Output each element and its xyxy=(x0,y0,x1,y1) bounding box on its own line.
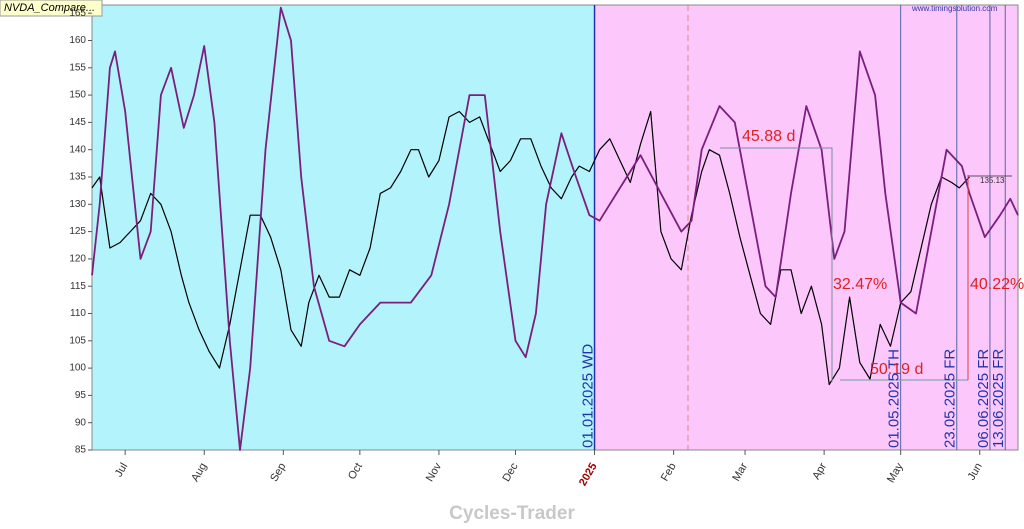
tag-box xyxy=(0,0,103,17)
y-tick-label: 150 xyxy=(69,90,86,101)
annotation: 40.22% xyxy=(970,276,1024,293)
y-tick-label: 160 xyxy=(69,35,86,46)
y-tick-label: 110 xyxy=(70,308,86,319)
annotation: 135.13 xyxy=(980,176,1005,185)
plot-frame xyxy=(91,4,1019,451)
y-tick-label: 135 xyxy=(69,172,86,183)
measure-box xyxy=(720,147,833,382)
y-tick-label: 140 xyxy=(69,144,86,155)
vertical-line-label: 01.01.2025 WD xyxy=(580,344,597,448)
y-tick-label: 165 xyxy=(69,8,86,19)
y-tick-label: 155 xyxy=(69,62,86,73)
series-line xyxy=(91,6,1019,451)
plot-area xyxy=(91,4,1019,451)
series-line xyxy=(91,110,970,386)
y-tick-label: 100 xyxy=(69,363,86,374)
y-tick-label: 115 xyxy=(70,281,86,292)
region xyxy=(594,5,1018,450)
vertical-line-label: 13.06.2025 FR xyxy=(990,349,1007,448)
vertical-line-label: 06.06.2025 FR xyxy=(975,349,992,448)
y-tick-label: 95 xyxy=(75,390,87,401)
vertical-line-label: 23.05.2025 FR xyxy=(942,349,959,448)
y-tick-label: 130 xyxy=(69,199,86,210)
tag: NVDA_Compare... xyxy=(4,2,95,14)
region xyxy=(92,5,595,450)
y-tick-label: 125 xyxy=(69,226,86,237)
footer: Cycles-Trader xyxy=(449,503,575,524)
y-tick-label: 145 xyxy=(69,117,86,128)
watermark: www.timingsolution.com xyxy=(911,4,998,13)
y-tick-label: 90 xyxy=(75,417,87,428)
y-tick-label: 105 xyxy=(69,335,86,346)
annotation: 32.47% xyxy=(833,276,887,293)
annotation: 50.19 d xyxy=(870,361,923,378)
y-tick-label: 85 xyxy=(75,445,87,456)
y-tick-label: 120 xyxy=(69,254,86,265)
vertical-line-label: 01.05.2025 TH xyxy=(886,349,903,448)
annotation: 45.88 d xyxy=(742,128,795,145)
